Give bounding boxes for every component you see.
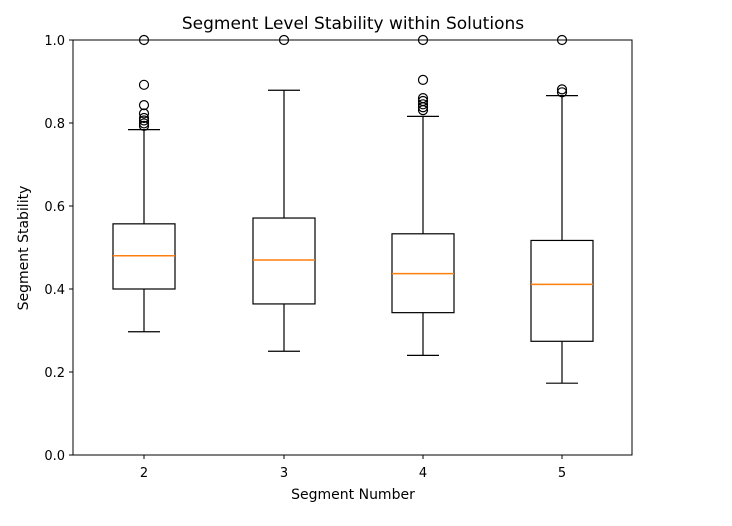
outlier-point (138, 100, 150, 111)
outlier-point (138, 118, 150, 129)
box (252, 217, 316, 305)
outlier-point (138, 112, 150, 124)
y-tick-label: 0.4 (44, 283, 65, 298)
x-axis-label: Segment Number (291, 487, 415, 503)
plot-marks (112, 34, 594, 384)
y-axis: 0.0 0.2 0.4 0.6 0.8 1.0 (44, 34, 73, 464)
outlier-point (138, 108, 150, 119)
box-group-2 (112, 34, 176, 333)
outlier-point (556, 87, 568, 98)
y-tick-label: 0.2 (44, 366, 65, 381)
x-tick-label: 5 (558, 466, 566, 481)
outlier-point (417, 74, 429, 85)
outlier-point (417, 92, 429, 104)
x-axis: 2 3 4 5 (140, 455, 566, 481)
y-axis-label: Segment Stability (16, 186, 32, 311)
outlier-point (417, 99, 429, 110)
box-group-5 (530, 34, 594, 384)
y-tick-label: 0.8 (44, 117, 65, 132)
x-tick-label: 4 (419, 466, 427, 481)
outlier-point (138, 115, 150, 126)
x-tick-label: 2 (140, 466, 148, 481)
outlier-point (138, 79, 150, 90)
box (530, 239, 594, 342)
outlier-point (138, 120, 150, 132)
y-tick-label: 0.6 (44, 200, 65, 215)
box-group-4 (391, 34, 455, 356)
y-tick-label: 0.0 (44, 449, 65, 464)
y-tick-label: 1.0 (44, 34, 65, 49)
outlier-point (417, 95, 429, 107)
x-tick-label: 3 (280, 466, 288, 481)
chart-title: Segment Level Stability within Solutions (182, 14, 524, 34)
plot-frame (72, 39, 633, 456)
box-group-3 (252, 34, 316, 352)
outlier-point (556, 84, 568, 95)
